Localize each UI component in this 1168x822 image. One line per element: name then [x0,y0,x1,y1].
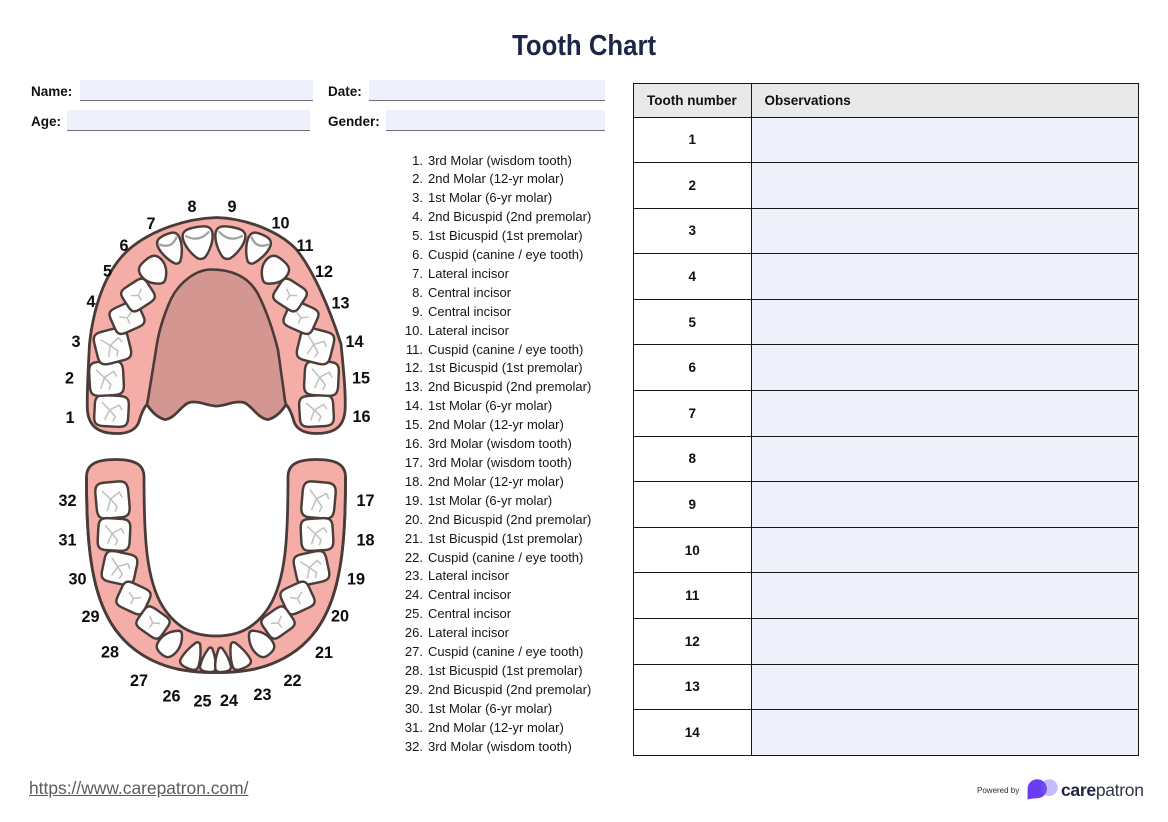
svg-text:16: 16 [352,408,370,426]
svg-text:7: 7 [146,215,155,233]
svg-text:3: 3 [71,333,80,351]
svg-text:27: 27 [130,672,148,690]
svg-text:30: 30 [68,571,86,589]
svg-text:6: 6 [119,237,128,255]
svg-text:26: 26 [162,688,180,706]
svg-text:12: 12 [315,263,333,281]
svg-text:14: 14 [345,333,363,351]
svg-text:22: 22 [283,672,301,690]
svg-text:4: 4 [86,293,95,311]
svg-text:2: 2 [65,370,74,388]
svg-text:20: 20 [331,608,349,626]
svg-text:21: 21 [315,644,333,662]
svg-text:28: 28 [101,644,119,662]
svg-text:32: 32 [58,492,76,510]
svg-text:8: 8 [187,198,196,216]
svg-text:11: 11 [296,237,313,255]
svg-text:1: 1 [65,409,74,427]
svg-text:9: 9 [227,198,236,216]
svg-text:15: 15 [352,370,370,388]
svg-text:31: 31 [58,532,76,550]
svg-text:18: 18 [356,532,374,550]
svg-text:10: 10 [271,215,289,233]
svg-text:23: 23 [253,686,271,704]
svg-text:29: 29 [81,608,99,626]
svg-text:5: 5 [103,263,112,281]
svg-text:13: 13 [331,295,349,313]
svg-text:17: 17 [356,492,374,510]
svg-text:19: 19 [347,571,365,589]
svg-text:24: 24 [220,692,238,710]
svg-text:25: 25 [193,693,211,711]
